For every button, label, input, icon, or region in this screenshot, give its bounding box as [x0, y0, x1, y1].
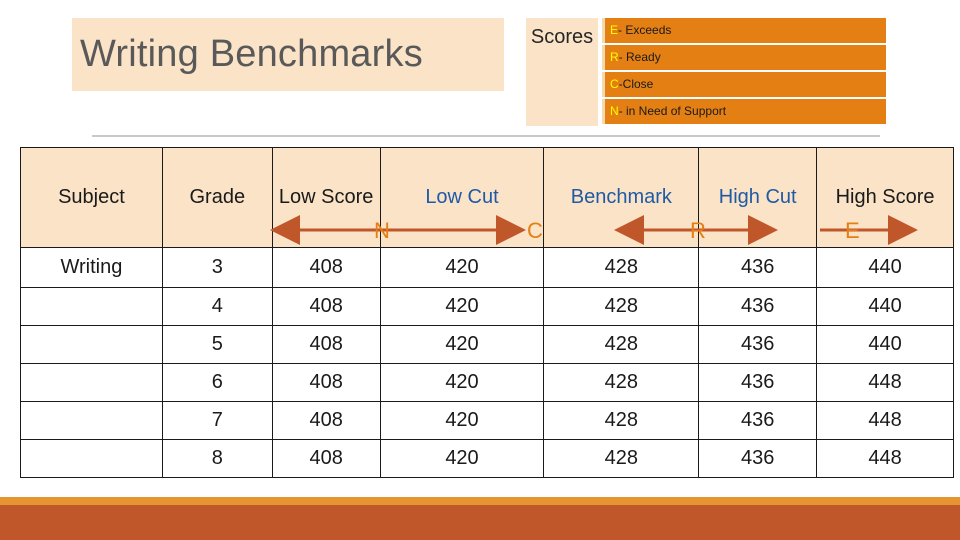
- scores-label: Scores: [526, 18, 598, 126]
- high-score-cell: 440: [816, 287, 954, 326]
- header-low-cut: Low Cut: [379, 147, 545, 248]
- range-letter-c: C: [527, 218, 543, 243]
- title-box: Writing Benchmarks: [72, 18, 504, 91]
- table-row: Writing 3 408 420 428 436 440: [20, 247, 954, 288]
- high-cut-cell: 436: [698, 363, 818, 402]
- low-cut-cell: 420: [379, 401, 545, 440]
- grade-cell: 8: [161, 439, 273, 478]
- high-cut-cell: 436: [698, 325, 818, 364]
- high-score-cell: 448: [816, 401, 954, 440]
- score-legend: E- Exceeds R- Ready C-Close N- in Need o…: [602, 18, 886, 126]
- legend-exceeds: E- Exceeds: [602, 18, 886, 43]
- footer-bar: [0, 505, 960, 540]
- legend-close: C-Close: [602, 72, 886, 97]
- high-cut-cell: 436: [698, 439, 818, 478]
- low-cut-cell: 420: [379, 287, 545, 326]
- subject-cell: [20, 401, 163, 440]
- header-high-score: High Score: [816, 147, 954, 248]
- low-score-cell: 408: [271, 325, 381, 364]
- subject-cell: [20, 325, 163, 364]
- grade-cell: 3: [161, 247, 273, 288]
- grade-cell: 4: [161, 287, 273, 326]
- low-cut-cell: 420: [379, 439, 545, 478]
- header-low-score: Low Score: [271, 147, 381, 248]
- benchmark-cell: 428: [543, 247, 700, 288]
- low-score-cell: 408: [271, 247, 381, 288]
- grade-cell: 7: [161, 401, 273, 440]
- table-row: 5 408 420 428 436 440: [20, 325, 954, 364]
- grade-cell: 6: [161, 363, 273, 402]
- page-title: Writing Benchmarks: [80, 33, 423, 75]
- low-score-cell: 408: [271, 363, 381, 402]
- legend-ready: R- Ready: [602, 45, 886, 70]
- benchmark-table: Subject Grade Low Score Low Cut Benchmar…: [20, 147, 954, 478]
- benchmark-cell: 428: [543, 325, 700, 364]
- table-row: 6 408 420 428 436 448: [20, 363, 954, 402]
- low-cut-cell: 420: [379, 247, 545, 288]
- table-row: 4 408 420 428 436 440: [20, 287, 954, 326]
- high-score-cell: 448: [816, 439, 954, 478]
- divider: [92, 135, 880, 137]
- benchmark-cell: 428: [543, 401, 700, 440]
- subject-cell: Writing: [20, 247, 163, 288]
- subject-cell: [20, 439, 163, 478]
- low-cut-cell: 420: [379, 325, 545, 364]
- subject-cell: [20, 363, 163, 402]
- header-high-cut: High Cut: [698, 147, 818, 248]
- benchmark-cell: 428: [543, 363, 700, 402]
- grade-cell: 5: [161, 325, 273, 364]
- header-subject: Subject: [20, 147, 163, 248]
- range-letter-e: E: [845, 218, 860, 243]
- high-score-cell: 448: [816, 363, 954, 402]
- benchmark-cell: 428: [543, 287, 700, 326]
- header-benchmark: Benchmark: [543, 147, 700, 248]
- table-row: 7 408 420 428 436 448: [20, 401, 954, 440]
- low-cut-cell: 420: [379, 363, 545, 402]
- subject-cell: [20, 287, 163, 326]
- high-cut-cell: 436: [698, 401, 818, 440]
- header-grade: Grade: [161, 147, 273, 248]
- table-header-row: Subject Grade Low Score Low Cut Benchmar…: [20, 147, 954, 248]
- low-score-cell: 408: [271, 439, 381, 478]
- high-cut-cell: 436: [698, 247, 818, 288]
- low-score-cell: 408: [271, 401, 381, 440]
- low-score-cell: 408: [271, 287, 381, 326]
- legend-need-support: N- in Need of Support: [602, 99, 886, 124]
- range-letter-n: N: [374, 218, 390, 243]
- range-letter-r: R: [690, 218, 706, 243]
- benchmark-cell: 428: [543, 439, 700, 478]
- table-row: 8 408 420 428 436 448: [20, 439, 954, 478]
- high-score-cell: 440: [816, 247, 954, 288]
- high-cut-cell: 436: [698, 287, 818, 326]
- footer-stripe: [0, 497, 960, 505]
- high-score-cell: 440: [816, 325, 954, 364]
